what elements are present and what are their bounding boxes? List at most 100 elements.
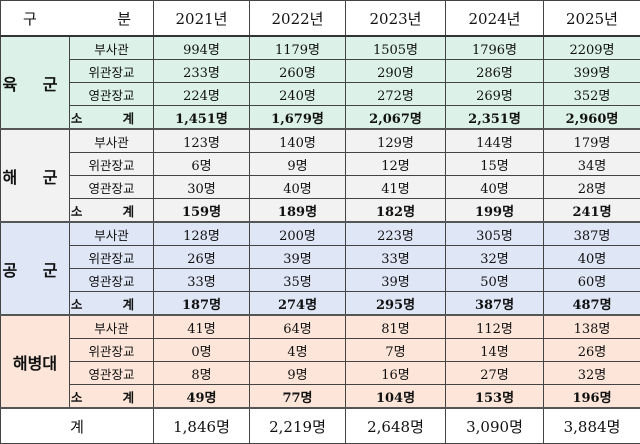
value-cell: 2,067명 [346, 106, 446, 130]
value-cell: 240명 [250, 83, 346, 106]
value-cell: 32명 [544, 362, 640, 385]
value-cell: 32명 [446, 246, 544, 269]
value-cell: 241명 [544, 199, 640, 223]
value-cell: 28명 [544, 176, 640, 199]
branch-label: 해 군 [1, 129, 70, 222]
value-cell: 223명 [346, 222, 446, 246]
value-cell: 1,451명 [154, 106, 250, 130]
value-cell: 2,960명 [544, 106, 640, 130]
value-cell: 30명 [154, 176, 250, 199]
category-label: 영관장교 [70, 83, 154, 106]
value-cell: 81명 [346, 315, 446, 339]
value-cell: 233명 [154, 60, 250, 83]
value-cell: 286명 [446, 60, 544, 83]
value-cell: 34명 [544, 153, 640, 176]
category-label: 부사관 [70, 129, 154, 153]
value-cell: 64명 [250, 315, 346, 339]
category-label: 영관장교 [70, 269, 154, 292]
value-cell: 2209명 [544, 36, 640, 60]
branch-label: 육 군 [1, 36, 70, 129]
value-cell: 123명 [154, 129, 250, 153]
value-cell: 138명 [544, 315, 640, 339]
value-cell: 352명 [544, 83, 640, 106]
total-label: 계 [1, 408, 154, 444]
value-cell: 1505명 [346, 36, 446, 60]
value-cell: 1796명 [446, 36, 544, 60]
value-cell: 0명 [154, 339, 250, 362]
branch-label: 공 군 [1, 222, 70, 315]
value-cell: 260명 [250, 60, 346, 83]
value-cell: 40명 [250, 176, 346, 199]
value-cell: 60명 [544, 269, 640, 292]
category-label: 위관장교 [70, 339, 154, 362]
value-cell: 224명 [154, 83, 250, 106]
value-cell: 159명 [154, 199, 250, 223]
value-cell: 15명 [446, 153, 544, 176]
value-cell: 33명 [154, 269, 250, 292]
category-label: 소 계 [70, 385, 154, 409]
category-label: 부사관 [70, 222, 154, 246]
value-cell: 387명 [544, 222, 640, 246]
header-row: 구 분 2021년 2022년 2023년 2024년 2025년 [1, 1, 640, 37]
total-value-cell: 3,884명 [544, 408, 640, 444]
value-cell: 26명 [154, 246, 250, 269]
value-cell: 1,679명 [250, 106, 346, 130]
header-label-right: 분 [70, 1, 154, 37]
category-label: 위관장교 [70, 60, 154, 83]
value-cell: 12명 [346, 153, 446, 176]
value-cell: 16명 [346, 362, 446, 385]
value-cell: 104명 [346, 385, 446, 409]
value-cell: 1179명 [250, 36, 346, 60]
category-label: 영관장교 [70, 176, 154, 199]
value-cell: 994명 [154, 36, 250, 60]
header-year: 2022년 [250, 1, 346, 37]
category-label: 위관장교 [70, 246, 154, 269]
category-label: 소 계 [70, 292, 154, 316]
value-cell: 35명 [250, 269, 346, 292]
value-cell: 129명 [346, 129, 446, 153]
value-cell: 295명 [346, 292, 446, 316]
total-value-cell: 2,219명 [250, 408, 346, 444]
category-label: 소 계 [70, 199, 154, 223]
value-cell: 6명 [154, 153, 250, 176]
value-cell: 40명 [446, 176, 544, 199]
category-label: 부사관 [70, 315, 154, 339]
branch-label: 해병대 [1, 315, 70, 408]
value-cell: 269명 [446, 83, 544, 106]
category-label: 소 계 [70, 106, 154, 130]
value-cell: 33명 [346, 246, 446, 269]
value-cell: 112명 [446, 315, 544, 339]
value-cell: 399명 [544, 60, 640, 83]
value-cell: 27명 [446, 362, 544, 385]
value-cell: 274명 [250, 292, 346, 316]
value-cell: 179명 [544, 129, 640, 153]
value-cell: 41명 [346, 176, 446, 199]
header-year: 2021년 [154, 1, 250, 37]
header-year: 2024년 [446, 1, 544, 37]
value-cell: 49명 [154, 385, 250, 409]
value-cell: 40명 [544, 246, 640, 269]
value-cell: 77명 [250, 385, 346, 409]
value-cell: 272명 [346, 83, 446, 106]
value-cell: 9명 [250, 362, 346, 385]
total-value-cell: 3,090명 [446, 408, 544, 444]
value-cell: 4명 [250, 339, 346, 362]
value-cell: 14명 [446, 339, 544, 362]
value-cell: 153명 [446, 385, 544, 409]
value-cell: 7명 [346, 339, 446, 362]
category-label: 영관장교 [70, 362, 154, 385]
category-label: 부사관 [70, 36, 154, 60]
